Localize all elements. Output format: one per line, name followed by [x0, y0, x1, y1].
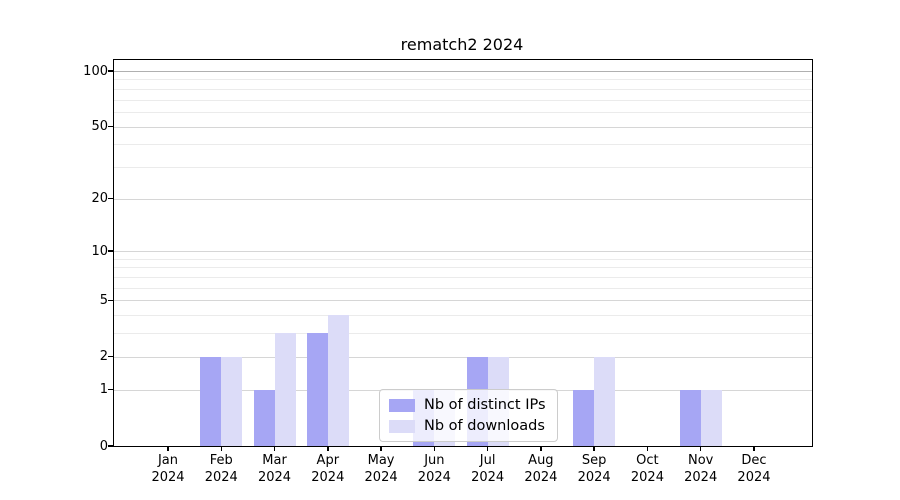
x-tick-label: Dec 2024 [737, 453, 771, 485]
x-tick-mark [220, 446, 222, 451]
x-tick-label: Aug 2024 [524, 453, 558, 485]
legend: Nb of distinct IPs Nb of downloads [379, 389, 558, 442]
x-tick-mark [486, 446, 489, 451]
x-tick-label: Oct 2024 [630, 453, 664, 485]
legend-item-distinct-ips: Nb of distinct IPs [389, 397, 546, 413]
x-tick-mark [646, 446, 649, 451]
y-tick-label: 1 [99, 382, 108, 398]
x-tick-mark [273, 446, 276, 451]
x-tick-label: Jan 2024 [151, 453, 185, 485]
chart-title: rematch2 2024 [400, 35, 524, 54]
x-tick-label: Nov 2024 [684, 453, 718, 485]
x-tick-mark [167, 446, 169, 451]
bar-downloads-nov [700, 389, 722, 446]
gridline-minor [114, 315, 812, 317]
gridline-minor [114, 287, 812, 289]
bar-distinct-ips-sep [573, 389, 595, 446]
gridline-major [114, 198, 812, 200]
y-tick-mark [108, 356, 114, 358]
x-tick-label: Jun 2024 [417, 453, 451, 485]
y-tick-mark [108, 299, 114, 302]
legend-swatch-distinct-ips [389, 398, 415, 412]
y-tick-label: 50 [91, 119, 108, 135]
y-tick-mark [108, 125, 114, 128]
x-tick-mark [753, 446, 755, 451]
bar-downloads-mar [274, 333, 296, 446]
y-tick-label: 10 [91, 243, 108, 259]
gridline-major [114, 126, 812, 128]
gridline-minor [114, 166, 812, 168]
y-tick-label: 20 [91, 191, 108, 207]
x-tick-mark [327, 446, 329, 451]
bar-distinct-ips-nov [679, 389, 701, 446]
gridline-major [114, 251, 812, 253]
bar-distinct-ips-mar [253, 389, 275, 446]
gridline-minor [114, 277, 812, 279]
y-tick-label: 5 [99, 292, 108, 308]
y-tick-label: 0 [99, 438, 108, 454]
legend-label-distinct-ips: Nb of distinct IPs [424, 397, 546, 413]
x-tick-mark [540, 446, 542, 451]
gridline-minor [114, 79, 812, 81]
gridline-minor [114, 99, 812, 101]
bar-downloads-sep [594, 356, 616, 446]
bar-distinct-ips-feb [200, 356, 222, 446]
x-tick-mark [700, 446, 702, 451]
x-tick-label: Feb 2024 [204, 453, 238, 485]
gridline-minor [114, 144, 812, 146]
legend-label-downloads: Nb of downloads [424, 418, 545, 434]
gridline-minor [114, 111, 812, 113]
x-tick-label: May 2024 [364, 453, 398, 485]
plot-area: 0 1 2 5 10 20 50 100 Jan 2024 Feb 2024 Mar 2024 Apr… [83, 59, 813, 486]
bar-distinct-ips-apr [306, 333, 328, 446]
y-tick-label: 2 [99, 349, 108, 365]
x-tick-label: Mar 2024 [257, 453, 292, 485]
x-tick-label: Jul 2024 [471, 453, 505, 485]
gridline-major [114, 300, 812, 302]
gridline-major [114, 71, 812, 72]
y-tick-mark [108, 250, 114, 252]
x-tick-label: Apr 2024 [311, 453, 345, 485]
bar-downloads-feb [221, 356, 243, 446]
y-tick-mark [108, 70, 114, 72]
bar-downloads-apr [327, 315, 349, 446]
gridline-minor [114, 267, 812, 269]
x-tick-label: Sep 2024 [577, 453, 611, 485]
x-tick-mark [433, 446, 436, 451]
gridline-minor [114, 88, 812, 90]
gridline-minor [114, 258, 812, 260]
gridline-minor [114, 333, 812, 335]
y-tick-mark [108, 445, 114, 447]
x-tick-mark [380, 446, 382, 451]
x-tick-mark [593, 446, 595, 451]
y-tick-mark [108, 388, 114, 391]
y-tick-mark [108, 197, 114, 200]
legend-item-downloads: Nb of downloads [389, 418, 546, 434]
axis-ticks-layer: 0 1 2 5 10 20 50 100 Jan 2024 Feb 2024 Mar 2024 Apr… [83, 60, 812, 486]
gridline-major [114, 356, 812, 358]
y-tick-label: 100 [83, 63, 108, 79]
legend-swatch-downloads [389, 419, 415, 433]
